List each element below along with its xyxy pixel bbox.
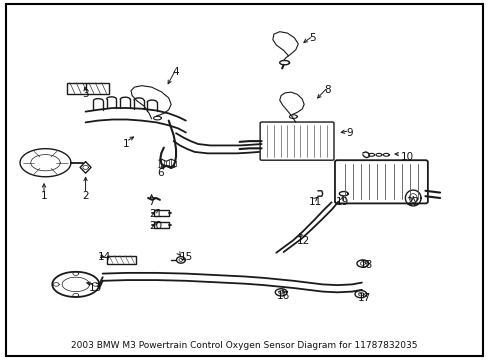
Text: 16: 16 xyxy=(276,291,290,301)
Bar xyxy=(106,256,136,264)
FancyBboxPatch shape xyxy=(260,122,333,160)
Text: 15: 15 xyxy=(180,252,193,262)
Text: 9: 9 xyxy=(346,128,352,138)
Text: 21: 21 xyxy=(148,209,162,219)
Text: 12: 12 xyxy=(296,236,309,246)
Text: 8: 8 xyxy=(324,85,330,95)
FancyBboxPatch shape xyxy=(334,160,427,203)
Text: 3: 3 xyxy=(82,89,89,99)
Bar xyxy=(154,210,168,216)
Bar xyxy=(67,83,109,94)
Text: 7: 7 xyxy=(148,197,155,207)
Text: 2: 2 xyxy=(82,191,89,201)
Text: 2003 BMW M3 Powertrain Control Oxygen Sensor Diagram for 11787832035: 2003 BMW M3 Powertrain Control Oxygen Se… xyxy=(71,341,417,350)
Text: 1: 1 xyxy=(122,139,129,149)
Text: 20: 20 xyxy=(149,221,162,231)
Text: 4: 4 xyxy=(172,67,179,77)
Text: 18: 18 xyxy=(359,260,373,270)
Text: 22: 22 xyxy=(406,197,419,207)
Bar xyxy=(154,222,168,228)
Text: 17: 17 xyxy=(357,293,370,303)
Text: 14: 14 xyxy=(98,252,111,262)
Text: 1: 1 xyxy=(41,191,47,201)
Text: 5: 5 xyxy=(309,33,316,43)
Text: 11: 11 xyxy=(308,197,322,207)
Text: 6: 6 xyxy=(157,168,163,178)
Text: 10: 10 xyxy=(400,152,413,162)
Text: 19: 19 xyxy=(335,197,348,207)
Text: 13: 13 xyxy=(88,283,102,293)
